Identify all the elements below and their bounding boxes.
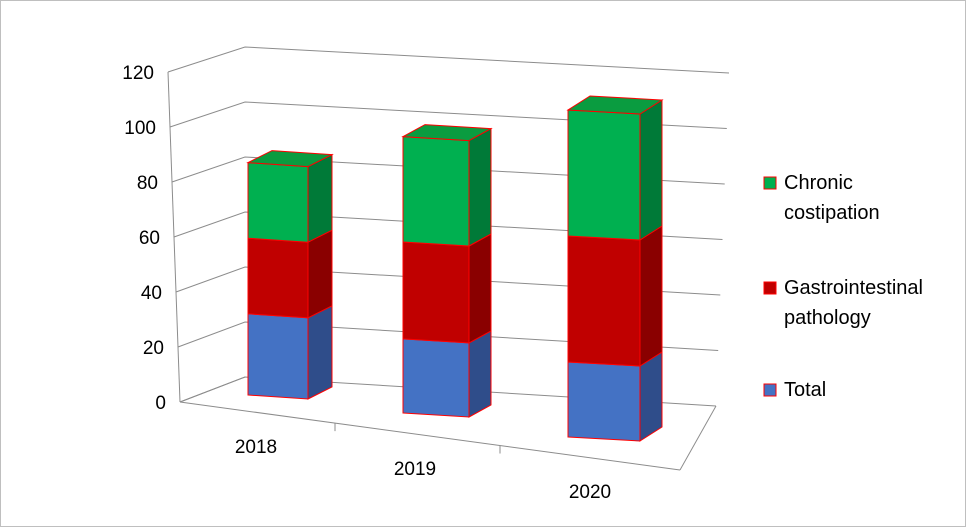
y-tick-label: 80 (137, 173, 158, 194)
bar-front-face (247, 162, 309, 243)
bar-front-face (247, 237, 309, 319)
bar-front-face (247, 313, 309, 400)
x-tick-label: 2018 (235, 437, 277, 458)
legend-item: Total (763, 379, 826, 401)
bar-front-face (402, 338, 470, 418)
bar-segment (247, 304, 333, 400)
bar-segment (246, 150, 334, 244)
legend-label: costipation (784, 202, 880, 224)
bar-side-face (307, 304, 333, 400)
x-tick-label: 2020 (569, 482, 611, 503)
bar-front-face (567, 235, 641, 367)
bar-side-face (468, 233, 492, 344)
bar-side-face (639, 351, 663, 442)
gridline (171, 156, 725, 185)
gridlines (167, 46, 730, 407)
bars (246, 95, 664, 442)
bar-top-face (566, 95, 664, 115)
y-tick-label: 0 (155, 393, 166, 414)
bar-top-face (401, 124, 493, 142)
bar-segment (247, 229, 333, 319)
legend-label: Chronic (784, 172, 853, 194)
legend-label: pathology (784, 307, 871, 329)
bar-segment (567, 225, 663, 367)
gridline (177, 321, 719, 351)
legend-swatch (763, 176, 777, 190)
y-tick-label: 60 (139, 228, 160, 249)
bar-segment (402, 330, 492, 418)
legend-swatch (763, 281, 777, 295)
y-tick-label: 120 (122, 63, 154, 84)
bar-side-face (307, 229, 333, 319)
y-axis-ticks: 0 20 40 60 80 100 120 (122, 63, 166, 414)
x-axis-ticks: 2018 2019 2020 (235, 437, 611, 503)
floor-front-edge (179, 401, 681, 471)
bar-front-face (402, 136, 470, 247)
gridline (169, 101, 727, 129)
bar-top-face (246, 150, 334, 168)
bar-side-face (639, 99, 663, 241)
legend-item: Chronic costipation (763, 172, 880, 224)
floor-right-edge (679, 405, 717, 471)
gridline (175, 266, 721, 296)
y-tick-label: 40 (141, 283, 162, 304)
legend-swatch (763, 383, 777, 397)
gridline (167, 46, 730, 74)
bar-front-face (567, 109, 641, 241)
bar-segment (567, 351, 663, 442)
gridline (179, 376, 717, 407)
bar-segment (566, 95, 664, 241)
bar-segment (401, 124, 493, 247)
bar-side-face (468, 127, 492, 247)
bar-side-face (307, 153, 333, 244)
x-tick-label: 2019 (394, 459, 436, 480)
bar-front-face (402, 241, 470, 344)
y-tick-label: 20 (143, 338, 164, 359)
legend-label: Gastrointestinal (784, 277, 923, 299)
bar-side-face (468, 330, 492, 418)
legend-label: Total (784, 379, 826, 401)
bar-side-face (639, 225, 663, 367)
legend: Chronic costipation Gastrointestinal pathol… (763, 172, 923, 401)
gridline (173, 211, 723, 240)
bar-segment (402, 233, 492, 344)
legend-item: Gastrointestinal pathology (763, 277, 923, 329)
y-tick-label: 100 (124, 118, 156, 139)
bar-front-face (567, 361, 641, 442)
